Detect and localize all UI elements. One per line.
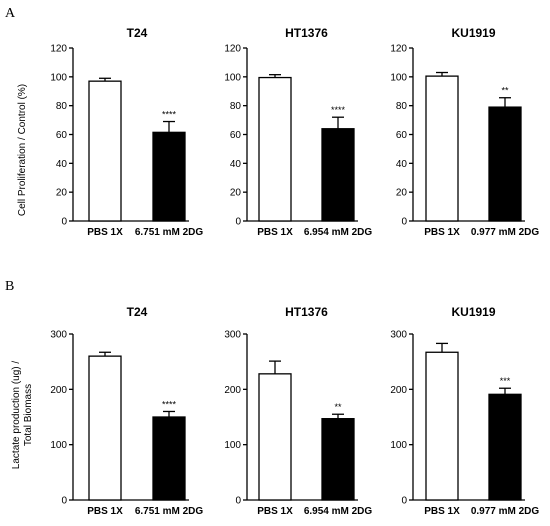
bar [258,373,292,501]
bar [152,416,186,501]
bar [425,351,459,501]
bar [88,355,122,501]
y-tick-label: 0 [61,496,67,507]
y-tick-label: 300 [50,330,67,341]
category-label: 6.751 mM 2DG [135,506,204,517]
chart-B-2: HT1376 0 100 200 300 PBS 1X 6.954 mM 2DG ** [224,305,372,517]
y-tick-label: 40 [230,159,242,170]
bar [425,75,459,222]
category-label: 6.954 mM 2DG [304,506,373,517]
bar [88,80,122,222]
bar [488,106,522,222]
y-tick-label: 0 [401,496,407,507]
chart-B-1: T24 0 100 200 300 PBS 1X 6.751 mM 2DG **** [50,305,203,517]
y-tick-label: 0 [235,217,241,228]
bar [321,128,355,222]
category-label: PBS 1X [257,227,293,238]
y-axis-label: Lactate production (ug) / Total Biomass [11,361,34,470]
y-tick-label: 40 [56,159,68,170]
y-tick-label: 120 [50,44,67,55]
category-label: 0.977 mM 2DG [471,506,540,517]
y-tick-label: 0 [235,496,241,507]
y-tick-label: 0 [61,217,67,228]
y-tick-label: 60 [396,130,408,141]
bar [258,76,292,222]
y-tick-label: 300 [390,330,407,341]
y-tick-label: 200 [224,385,241,396]
bar [488,393,522,501]
y-tick-label: 20 [396,188,408,199]
y-tick-label: 80 [56,101,68,112]
y-tick-label: 80 [230,101,242,112]
y-tick-label: 40 [396,159,408,170]
chart-A-2: HT1376 0 20 40 60 80 100 120 PBS 1X 6.954 mM 2DG *… [224,26,372,238]
y-tick-label: 20 [230,188,242,199]
significance-label: ** [501,86,509,96]
y-tick-label: 100 [224,440,241,451]
y-tick-label: 200 [390,385,407,396]
y-axis-label-line: Lactate production (ug) / [11,361,22,470]
category-label: 6.954 mM 2DG [304,227,373,238]
y-tick-label: 100 [50,72,67,83]
significance-label: ** [334,402,342,412]
category-label: PBS 1X [87,506,123,517]
chart-title: T24 [127,305,148,319]
y-axis-label-line: Cell Proliferation / Control (%) [17,84,28,216]
panel-letter: B [5,279,14,294]
significance-label: *** [500,376,511,386]
y-axis-label: Cell Proliferation / Control (%) [17,84,28,216]
chart-title: KU1919 [451,26,495,40]
chart-title: HT1376 [285,26,328,40]
chart-A-1: T24 0 20 40 60 80 100 120 PBS 1X 6.751 mM 2DG **** [50,26,203,238]
y-tick-label: 100 [50,440,67,451]
y-tick-label: 120 [390,44,407,55]
chart-B-3: KU1919 0 100 200 300 PBS 1X 0.977 mM 2DG *** [390,305,539,517]
significance-label: **** [162,399,177,409]
chart-A-3: KU1919 0 20 40 60 80 100 120 PBS 1X 0.977 mM 2DG *… [390,26,539,238]
y-tick-label: 100 [390,440,407,451]
y-tick-label: 60 [230,130,242,141]
y-tick-label: 120 [224,44,241,55]
y-tick-label: 60 [56,130,68,141]
y-tick-label: 20 [56,188,68,199]
chart-title: HT1376 [285,305,328,319]
y-axis-label-line: Total Biomass [23,384,34,446]
chart-title: KU1919 [451,305,495,319]
category-label: PBS 1X [87,227,123,238]
y-tick-label: 100 [224,72,241,83]
chart-title: T24 [127,26,148,40]
significance-label: **** [162,110,177,120]
category-label: PBS 1X [424,227,460,238]
category-label: PBS 1X [424,506,460,517]
y-tick-label: 100 [390,72,407,83]
y-tick-label: 80 [396,101,408,112]
y-tick-label: 0 [401,217,407,228]
category-label: PBS 1X [257,506,293,517]
panel-letter: A [5,6,16,21]
significance-label: **** [331,105,346,115]
y-tick-label: 200 [50,385,67,396]
bar [321,418,355,501]
category-label: 0.977 mM 2DG [471,227,540,238]
bar [152,131,186,222]
y-tick-label: 300 [224,330,241,341]
category-label: 6.751 mM 2DG [135,227,204,238]
